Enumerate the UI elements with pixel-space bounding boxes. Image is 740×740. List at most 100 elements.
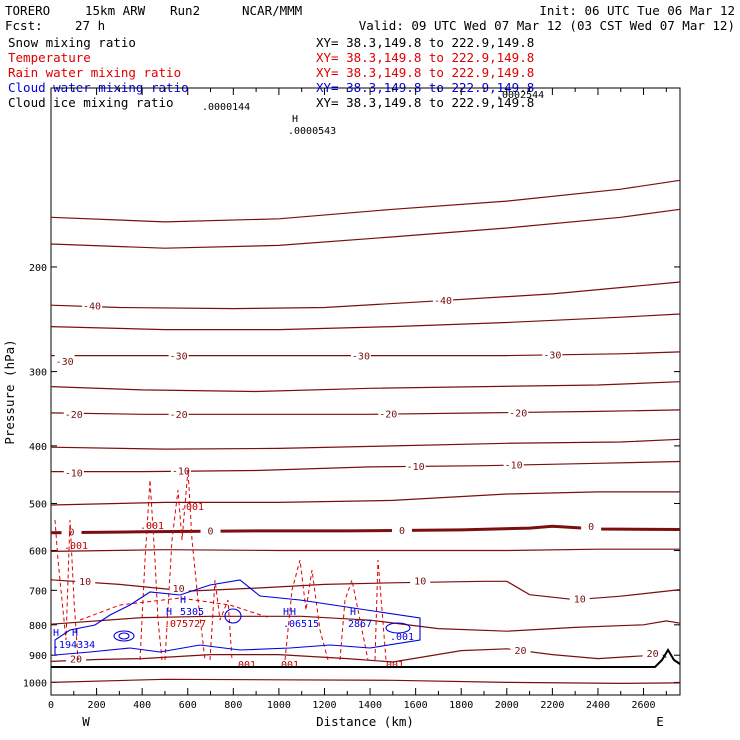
isotherm-label-bg xyxy=(503,458,524,471)
isotherm--40 xyxy=(50,281,681,310)
isotherm-label: -30 xyxy=(56,357,74,368)
cloud-water-label: H xyxy=(166,607,172,618)
x-tick-label: 1600 xyxy=(404,700,428,711)
isotherm-label: -20 xyxy=(65,410,83,421)
x-tick-label: 400 xyxy=(133,700,151,711)
isotherm--35 xyxy=(50,313,681,331)
isotherm-label-bg xyxy=(569,592,590,605)
header-init: Init: 06 UTC Tue 06 Mar 12 xyxy=(539,3,735,18)
legend-label-rain: Rain water mixing ratio xyxy=(8,65,181,80)
east-label: E xyxy=(656,714,664,729)
cloud-water-label: .194334 xyxy=(53,640,95,651)
cloud-water-max-ring xyxy=(113,630,135,642)
cloud-water-contours xyxy=(54,579,421,656)
y-tick-label: 500 xyxy=(29,499,47,510)
cloud-ice-value: .0000144 xyxy=(202,102,250,113)
isotherm-label: 10 xyxy=(414,577,426,588)
header-org: NCAR/MMM xyxy=(242,3,302,18)
y-tick-label: 600 xyxy=(29,547,47,558)
isotherm-label: -30 xyxy=(170,352,188,363)
legend-xy-rain: XY= 38.3,149.8 to 222.9,149.8 xyxy=(316,65,534,80)
isotherm-label: -40 xyxy=(434,296,452,307)
isotherm-label-bg xyxy=(168,408,189,421)
isotherm-15 xyxy=(50,615,681,632)
rain-label: .001 xyxy=(180,502,204,513)
cloud-water-label: H xyxy=(72,628,78,639)
isotherm-label-bg xyxy=(168,581,189,594)
isotherm-label-bg xyxy=(63,466,84,479)
x-axis: 0 200 400 600 800 1000 1200 1400 1600 1800 2000 220… xyxy=(48,88,667,711)
header-valid: Valid: 09 UTC Wed 07 Mar 12 (03 CST Wed … xyxy=(359,18,735,33)
cloud-water-label: H xyxy=(350,607,356,618)
isotherm-label: 0 xyxy=(588,522,594,533)
x-tick-label: 800 xyxy=(224,700,242,711)
x-tick-label: 200 xyxy=(88,700,106,711)
cloud-water-label: 5305 xyxy=(180,607,204,618)
isotherm-label-bg xyxy=(391,523,412,536)
isotherm-label-bg xyxy=(542,348,563,361)
isotherm-label-bg xyxy=(508,406,529,419)
rain-contour xyxy=(164,469,206,661)
header: TORERO 15km ARW Run2 NCAR/MMM Init: 06 U… xyxy=(5,3,735,33)
x-tick-label: 0 xyxy=(48,700,54,711)
isotherm-label-bg xyxy=(510,643,531,656)
y-tick-label: 400 xyxy=(29,442,47,453)
y-axis-label: Pressure (hPa) xyxy=(2,339,17,444)
cloud-water-label: .001 xyxy=(390,632,414,643)
legend-xy-temperature: XY= 38.3,149.8 to 222.9,149.8 xyxy=(316,50,534,65)
cloud-water-max-ring xyxy=(224,608,242,624)
header-run: Run2 xyxy=(170,3,200,18)
isotherm-label: 20 xyxy=(70,654,82,665)
isotherm-label: 20 xyxy=(514,646,526,657)
cloud-ice-max-value: .0000543 xyxy=(288,126,336,137)
rain-label: .001 xyxy=(140,521,164,532)
legend-label-cloud-ice: Cloud ice mixing ratio xyxy=(8,95,174,110)
isotherm-label-bg xyxy=(170,464,191,477)
isotherm-label-bg xyxy=(378,407,399,420)
terrain-line xyxy=(51,648,681,668)
header-resolution: 15km ARW xyxy=(85,3,146,18)
header-fcst-label: Fcst: xyxy=(5,18,43,33)
temperature-isotherms: -40 -40 -30 -30 -30 -30 -20 -20 -20 -20 -10 -10 -10 -… xyxy=(50,179,681,685)
isotherm-label-bg xyxy=(581,520,602,533)
isotherm-label: -30 xyxy=(352,352,370,363)
x-axis-label: Distance (km) xyxy=(316,714,414,729)
x-tick-label: 1200 xyxy=(312,700,336,711)
isotherm-label: 10 xyxy=(574,595,586,606)
x-tick-label: 1000 xyxy=(267,700,291,711)
cloud-water-label: .06515 xyxy=(283,619,319,630)
isotherm-25 xyxy=(50,678,681,685)
rain-contour xyxy=(139,479,163,661)
legend-label-temperature: Temperature xyxy=(8,50,91,65)
isotherm-label: 10 xyxy=(79,577,91,588)
cloud-ice-labels: H .0000543 .0000144 .0002544 xyxy=(202,90,544,137)
cloud-water-labels: H 5305 H .075727 H H .06515 H 2867 H H .… xyxy=(53,595,414,651)
y-tick-label: 800 xyxy=(29,621,47,632)
legend-xy-cloud-ice: XY= 38.3,149.8 to 222.9,149.8 xyxy=(316,95,534,110)
isotherm--25 xyxy=(50,381,681,393)
rain-contour xyxy=(79,597,271,621)
cloud-water-label: H xyxy=(180,595,186,606)
isotherm-label: -20 xyxy=(170,410,188,421)
rain-contour xyxy=(374,559,387,661)
isotherm-label: -10 xyxy=(407,462,425,473)
cloud-ice-value: .0002544 xyxy=(496,90,544,101)
rain-label: .001 xyxy=(64,541,88,552)
legend-label-snow: Snow mixing ratio xyxy=(8,35,136,50)
isotherm--45 xyxy=(50,208,681,249)
cloud-ice-max-marker: H xyxy=(292,114,298,125)
legend-xy-snow: XY= 38.3,149.8 to 222.9,149.8 xyxy=(316,35,534,50)
isotherm-5 xyxy=(50,548,680,552)
cloud-water-label: H xyxy=(53,628,59,639)
isotherm-label-bg xyxy=(66,652,87,665)
header-model: TORERO xyxy=(5,3,50,18)
x-tick-label: 1800 xyxy=(449,700,473,711)
isotherm-label-bg xyxy=(61,525,82,538)
isotherm-label: 10 xyxy=(173,584,185,595)
isotherm--30 xyxy=(51,351,681,357)
isotherm-label: 0 xyxy=(68,528,74,539)
rain-label: .001 xyxy=(380,660,404,671)
y-tick-label: 300 xyxy=(29,368,47,379)
